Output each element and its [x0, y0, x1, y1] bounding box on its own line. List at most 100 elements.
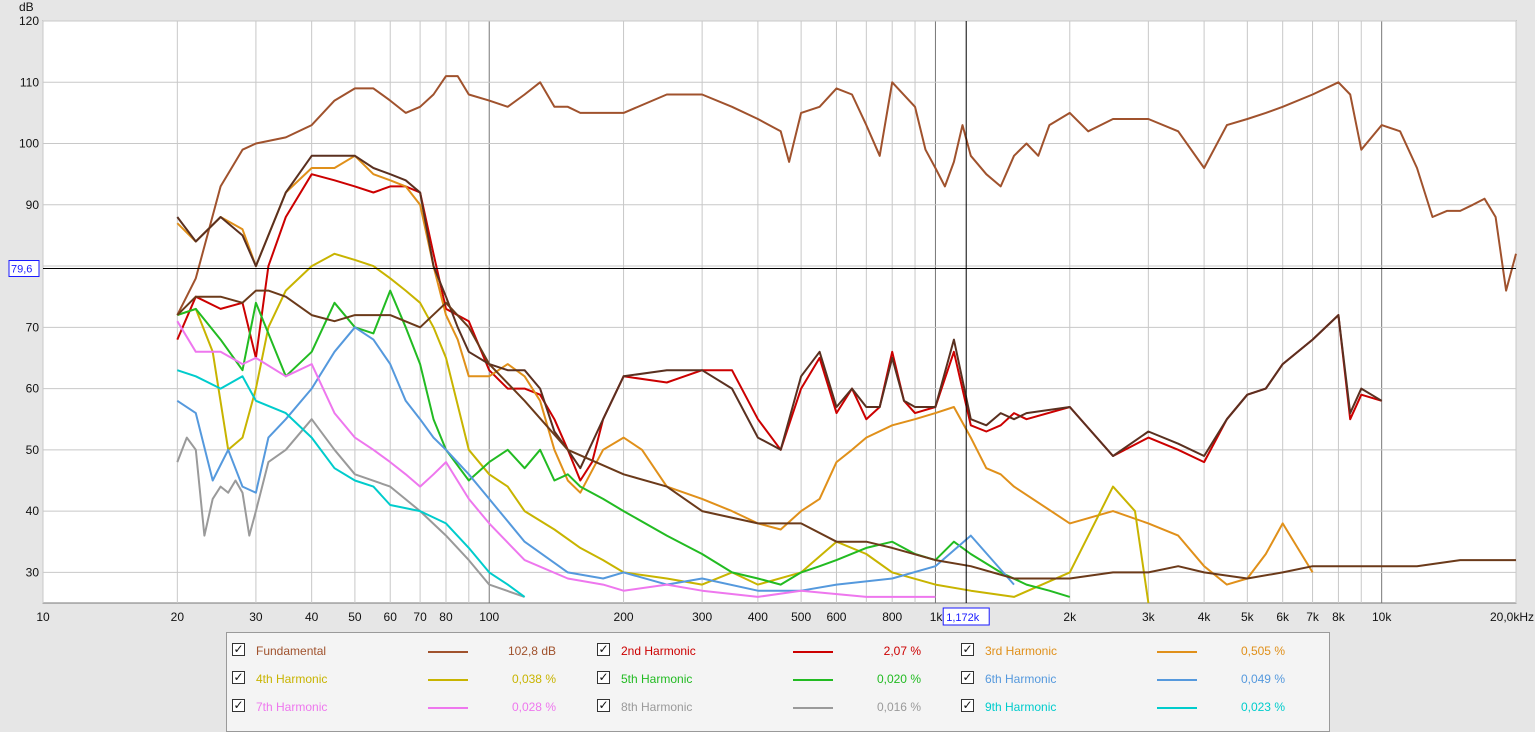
x-tick-label: 30: [249, 610, 263, 624]
x-tick-label: 200: [614, 610, 634, 624]
legend-checkbox[interactable]: ✓: [232, 642, 245, 656]
legend-value: 0,023 %: [1240, 700, 1285, 714]
legend-item-9th-harmonic: ✓ 9th Harmonic 0,023 %: [961, 697, 1301, 717]
x-tick-label: 800: [882, 610, 902, 624]
trace-legend: ✓ Fundamental 102,8 dB ✓ 2nd Harmonic 2,07 % ✓…: [226, 632, 1330, 732]
legend-label: 5th Harmonic: [621, 672, 693, 686]
series-trace-9: [176, 154, 1383, 470]
y-tick-label: 40: [26, 504, 40, 518]
legend-value: 102,8 dB: [507, 644, 556, 658]
y-axis-unit-label: dB: [19, 0, 34, 14]
x-tick-label: 600: [826, 610, 846, 624]
x-tick-label: 6k: [1276, 610, 1290, 624]
legend-swatch: [793, 651, 833, 653]
legend-checkbox[interactable]: ✓: [597, 670, 610, 684]
cursor-x-readout: 1,172k: [946, 612, 980, 624]
x-tick-label: 100: [479, 610, 499, 624]
y-tick-label: 60: [26, 382, 40, 396]
legend-label: 3rd Harmonic: [985, 644, 1058, 658]
x-tick-label: 500: [791, 610, 811, 624]
legend-item-4th-harmonic: ✓ 4th Harmonic 0,038 %: [232, 669, 572, 689]
x-tick-label: 400: [748, 610, 768, 624]
cursor-y-readout-box: [8, 260, 40, 278]
legend-swatch: [428, 651, 468, 653]
series-6th-harmonic: [176, 326, 1015, 592]
y-axis: 120 110 100 90 70 60 50 40 30: [19, 14, 39, 579]
x-tick-label: 2k: [1063, 610, 1077, 624]
cursor-x-readout-box: [942, 607, 990, 626]
legend-checkbox[interactable]: ✓: [232, 698, 245, 712]
legend-label: 7th Harmonic: [256, 700, 328, 714]
legend-label: 6th Harmonic: [985, 672, 1057, 686]
y-tick-label: 70: [26, 320, 40, 334]
legend-value: 0,049 %: [1240, 672, 1285, 686]
legend-swatch: [1157, 679, 1197, 681]
legend-label: Fundamental: [256, 644, 327, 658]
x-tick-label: 10: [36, 610, 50, 624]
legend-label: 8th Harmonic: [621, 700, 693, 714]
distortion-chart[interactable]: 120 110 100 90 70 60 50 40 30 10 20 30 40 50 60 70 80 10…: [0, 0, 1535, 632]
series-7th-harmonic: [176, 320, 936, 598]
legend-swatch: [793, 679, 833, 681]
legend-item-3rd-harmonic: ✓ 3rd Harmonic 0,505 %: [961, 641, 1301, 661]
x-tick-label: 4k: [1198, 610, 1212, 624]
legend-value: 0,505 %: [1240, 644, 1285, 658]
x-tick-label: 7k: [1306, 610, 1320, 624]
y-tick-label: 100: [19, 137, 39, 151]
legend-checkbox[interactable]: ✓: [597, 642, 610, 656]
series-group: [176, 75, 1517, 604]
x-tick-label: 80: [439, 610, 453, 624]
cursor-y-readout: 79,6: [11, 264, 32, 276]
legend-item-fundamental: ✓ Fundamental 102,8 dB: [232, 641, 572, 661]
x-tick-label: 60: [384, 610, 398, 624]
series-2nd-harmonic: [176, 173, 1382, 482]
legend-label: 9th Harmonic: [985, 700, 1057, 714]
x-tick-label: 70: [413, 610, 427, 624]
x-axis: 10 20 30 40 50 60 70 80 100 200 300 400 500 600 800 1k 2…: [36, 610, 1534, 624]
legend-item-2nd-harmonic: ✓ 2nd Harmonic 2,07 %: [597, 641, 937, 661]
series-9th-harmonic: [176, 369, 526, 598]
x-tick-label: 50: [348, 610, 362, 624]
legend-value: 0,028 %: [511, 700, 556, 714]
series-4th-harmonic: [176, 252, 1150, 604]
y-tick-label: 50: [26, 443, 40, 457]
x-tick-label: 10k: [1372, 610, 1392, 624]
y-tick-label: 110: [20, 75, 39, 89]
x-tick-label: 20,0kHz: [1490, 610, 1534, 624]
plot-area[interactable]: [42, 20, 1517, 604]
x-tick-label: 40: [305, 610, 319, 624]
legend-checkbox[interactable]: ✓: [961, 698, 974, 712]
x-tick-label: 3k: [1142, 610, 1156, 624]
legend-swatch: [793, 707, 833, 709]
legend-value: 0,016 %: [876, 700, 921, 714]
legend-value: 2,07 %: [883, 644, 921, 658]
legend-item-7th-harmonic: ✓ 7th Harmonic 0,028 %: [232, 697, 572, 717]
y-tick-label: 90: [26, 198, 40, 212]
legend-swatch: [1157, 651, 1197, 653]
legend-swatch: [428, 707, 468, 709]
legend-label: 4th Harmonic: [256, 672, 328, 686]
legend-item-8th-harmonic: ✓ 8th Harmonic 0,016 %: [597, 697, 937, 717]
legend-item-5th-harmonic: ✓ 5th Harmonic 0,020 %: [597, 669, 937, 689]
legend-item-6th-harmonic: ✓ 6th Harmonic 0,049 %: [961, 669, 1301, 689]
y-tick-label: 120: [19, 14, 39, 28]
x-tick-label: 1k: [930, 610, 944, 624]
series-8th-harmonic: [176, 418, 525, 598]
x-tick-label: 5k: [1241, 610, 1255, 624]
legend-checkbox[interactable]: ✓: [597, 698, 610, 712]
legend-swatch: [428, 679, 468, 681]
grid: [42, 20, 1517, 603]
legend-checkbox[interactable]: ✓: [232, 670, 245, 684]
legend-checkbox[interactable]: ✓: [961, 642, 974, 656]
legend-checkbox[interactable]: ✓: [961, 670, 974, 684]
x-tick-label: 20: [171, 610, 185, 624]
series-trace-10: [176, 289, 1516, 580]
series-fundamental: [176, 75, 1517, 316]
x-tick-label: 8k: [1332, 610, 1346, 624]
legend-value: 0,038 %: [511, 672, 556, 686]
cursor[interactable]: 79,6 1,172k: [8, 21, 1516, 626]
legend-value: 0,020 %: [876, 672, 921, 686]
legend-label: 2nd Harmonic: [621, 644, 696, 658]
y-tick-label: 30: [26, 565, 40, 579]
legend-swatch: [1157, 707, 1197, 709]
